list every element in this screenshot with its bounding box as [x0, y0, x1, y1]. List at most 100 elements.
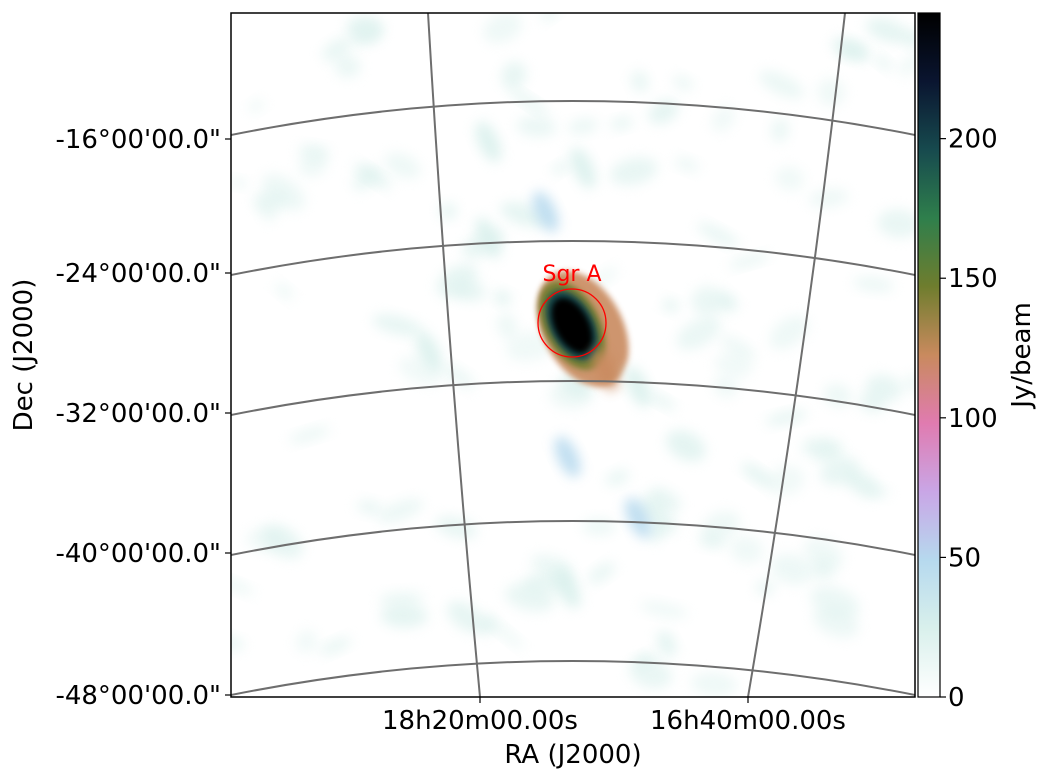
- noise-blob: [295, 630, 318, 654]
- noise-blob: [769, 315, 809, 350]
- noise-blob: [770, 117, 790, 143]
- y-tick-label: -48°00'00.0": [55, 681, 221, 711]
- colorbar: 0 50 100 150 200 Jy/beam: [917, 12, 1037, 713]
- noise-blob: [356, 499, 383, 516]
- noise-blob: [247, 98, 265, 114]
- noise-blob: [873, 54, 893, 71]
- noise-blob: [714, 352, 753, 378]
- sgr-a-annotation: Sgr A: [537, 262, 607, 358]
- source-blob: [625, 366, 651, 408]
- noise-blob: [493, 290, 512, 306]
- y-axis: -16°00'00.0" -24°00'00.0" -32°00'00.0" -40°…: [55, 125, 231, 711]
- noise-blob: [441, 364, 476, 389]
- noise-blob: [505, 330, 556, 362]
- dec-gridline: [231, 660, 915, 697]
- colorbar-tick-label: 100: [948, 404, 998, 434]
- noise-blob: [639, 601, 688, 619]
- noise-blob: [768, 465, 805, 496]
- noise-blob: [865, 17, 908, 43]
- dec-gridline: [231, 380, 915, 417]
- noise-blob: [701, 511, 740, 542]
- noise-blob: [642, 493, 666, 520]
- noise-blob: [803, 537, 844, 570]
- noise-blob: [728, 253, 770, 269]
- source-blob: [416, 331, 442, 373]
- x-axis: 18h20m00.00s 16h40m00.00s: [382, 697, 846, 736]
- noise-blob: [384, 152, 421, 179]
- colorbar-tick-label: 50: [948, 543, 981, 573]
- noise-blob: [647, 392, 677, 411]
- x-tick-label: 18h20m00.00s: [382, 706, 578, 736]
- noise-blob: [810, 585, 860, 619]
- noise-blob: [352, 166, 381, 191]
- y-tick-label: -16°00'00.0": [55, 125, 221, 155]
- noise-blob: [438, 202, 458, 221]
- source-blob: [625, 497, 651, 539]
- noise-blob: [346, 15, 383, 43]
- noise-blob: [691, 286, 725, 316]
- noise-blob: [730, 535, 764, 564]
- y-tick-label: -40°00'00.0": [55, 539, 221, 569]
- y-tick-label: -24°00'00.0": [55, 259, 221, 289]
- source-blob: [532, 191, 559, 233]
- source-blob: [554, 567, 581, 609]
- noise-blob: [901, 30, 915, 48]
- noise-blob: [877, 209, 915, 238]
- noise-blob: [672, 74, 694, 91]
- source-blob: [475, 121, 502, 163]
- noise-blob: [568, 118, 599, 135]
- noise-blob: [378, 498, 424, 523]
- noise-blob: [666, 430, 706, 462]
- noise-blob: [901, 373, 915, 394]
- noise-blob: [629, 657, 672, 689]
- noise-blob: [322, 37, 352, 61]
- noise-blob: [819, 456, 860, 486]
- x-axis-title: RA (J2000): [504, 740, 641, 770]
- noise-blob: [765, 409, 808, 426]
- dec-gridline: [231, 240, 915, 277]
- noise-blob: [867, 485, 891, 499]
- colorbar-tick-label: 200: [948, 125, 998, 155]
- noise-blob: [275, 283, 294, 300]
- noise-blob: [378, 591, 425, 608]
- noise-blob: [755, 579, 775, 596]
- dec-gridline: [231, 520, 915, 557]
- noise-blob: [711, 105, 736, 132]
- noise-blob: [720, 335, 756, 360]
- noise-blob: [648, 99, 679, 125]
- colorbar-gradient: [917, 12, 941, 698]
- noise-blob: [488, 619, 524, 649]
- noise-blob: [516, 116, 557, 137]
- sgr-a-label: Sgr A: [542, 262, 601, 287]
- source-sgr-a: [551, 297, 593, 354]
- noise-blob: [674, 156, 700, 173]
- noise-blob: [605, 469, 630, 487]
- ra-gridline: [747, 13, 846, 697]
- noise-blob: [261, 524, 304, 559]
- noise-blob: [551, 161, 569, 175]
- noise-blob: [808, 188, 849, 208]
- noise-blob: [690, 672, 738, 696]
- x-tick-label: 16h40m00.00s: [650, 706, 846, 736]
- noise-blob: [811, 558, 835, 581]
- noise-blob: [758, 70, 804, 99]
- ra-gridline: [427, 13, 481, 697]
- colorbar-ticks: 0 50 100 150 200: [940, 125, 998, 713]
- noise-blob: [501, 61, 527, 90]
- noise-blob: [334, 54, 361, 78]
- noise-blob: [662, 298, 680, 313]
- colorbar-label: Jy/beam: [1007, 302, 1037, 410]
- noise-blob: [676, 316, 722, 350]
- y-axis-title: Dec (J2000): [9, 279, 39, 432]
- sgr-a-circle: [537, 288, 607, 358]
- colorbar-tick-label: 150: [948, 264, 998, 294]
- noise-blob: [372, 314, 423, 337]
- noise-blob: [231, 574, 255, 595]
- noise-blob: [447, 600, 484, 633]
- noise-blob: [817, 78, 845, 107]
- noise-blob: [630, 70, 649, 93]
- noise-blob: [741, 463, 775, 488]
- noise-blob: [610, 116, 634, 131]
- noise-blob: [657, 630, 677, 657]
- noise-blob: [298, 152, 327, 177]
